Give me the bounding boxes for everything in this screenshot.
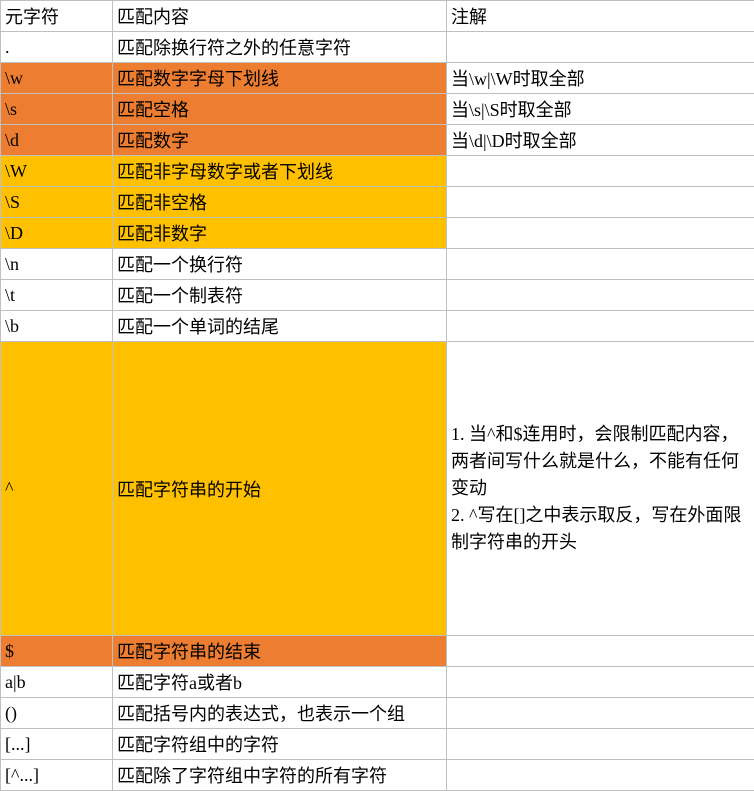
note-cell [447,32,754,63]
note-cell [447,667,754,698]
table-row: \W匹配非字母数字或者下划线 [1,156,754,187]
table-row: ()匹配括号内的表达式，也表示一个组 [1,698,754,729]
table-row: \s匹配空格当\s|\S时取全部 [1,94,754,125]
metachar-cell: a|b [1,667,113,698]
table-body: 元字符匹配内容注解.匹配除换行符之外的任意字符\w匹配数字字母下划线当\w|\W… [1,1,754,791]
metachar-cell: \b [1,311,113,342]
table-row: \w匹配数字字母下划线当\w|\W时取全部 [1,63,754,94]
table-row: .匹配除换行符之外的任意字符 [1,32,754,63]
description-cell: 匹配字符组中的字符 [113,729,447,760]
metachar-cell: [...] [1,729,113,760]
description-cell: 匹配一个单词的结尾 [113,311,447,342]
description-cell: 匹配除换行符之外的任意字符 [113,32,447,63]
description-cell: 匹配一个换行符 [113,249,447,280]
metachar-cell: () [1,698,113,729]
metachar-cell: \S [1,187,113,218]
column-header: 注解 [447,1,754,32]
note-cell: 当\w|\W时取全部 [447,63,754,94]
description-cell: 匹配除了字符组中字符的所有字符 [113,760,447,791]
description-cell: 匹配字符a或者b [113,667,447,698]
column-header: 元字符 [1,1,113,32]
note-cell: 当\s|\S时取全部 [447,94,754,125]
description-cell: 匹配空格 [113,94,447,125]
description-cell: 匹配字符串的开始 [113,342,447,636]
regex-reference-table: 元字符匹配内容注解.匹配除换行符之外的任意字符\w匹配数字字母下划线当\w|\W… [0,0,754,791]
description-cell: 匹配括号内的表达式，也表示一个组 [113,698,447,729]
table-row: \D匹配非数字 [1,218,754,249]
description-cell: 匹配字符串的结束 [113,636,447,667]
metachar-cell: \n [1,249,113,280]
metachar-cell: \w [1,63,113,94]
description-cell: 匹配非空格 [113,187,447,218]
description-cell: 匹配数字字母下划线 [113,63,447,94]
note-cell [447,311,754,342]
table-row: $匹配字符串的结束 [1,636,754,667]
metachar-cell: \D [1,218,113,249]
note-cell [447,636,754,667]
note-cell [447,218,754,249]
metachar-cell: $ [1,636,113,667]
note-cell [447,156,754,187]
metachar-cell: \d [1,125,113,156]
table-row: ^匹配字符串的开始1. 当^和$连用时，会限制匹配内容，两者间写什么就是什么，不… [1,342,754,636]
description-cell: 匹配数字 [113,125,447,156]
description-cell: 匹配非字母数字或者下划线 [113,156,447,187]
table-row: a|b匹配字符a或者b [1,667,754,698]
metachar-cell: \t [1,280,113,311]
table-row: \S匹配非空格 [1,187,754,218]
description-cell: 匹配一个制表符 [113,280,447,311]
metachar-cell: [^...] [1,760,113,791]
table-row: [^...]匹配除了字符组中字符的所有字符 [1,760,754,791]
table-header-row: 元字符匹配内容注解 [1,1,754,32]
table-row: \b匹配一个单词的结尾 [1,311,754,342]
metachar-cell: \W [1,156,113,187]
column-header: 匹配内容 [113,1,447,32]
note-cell [447,280,754,311]
note-cell [447,760,754,791]
table-row: [...]匹配字符组中的字符 [1,729,754,760]
note-cell [447,698,754,729]
metachar-cell: . [1,32,113,63]
table-row: \t匹配一个制表符 [1,280,754,311]
metachar-cell: ^ [1,342,113,636]
note-cell [447,187,754,218]
table-row: \d匹配数字当\d|\D时取全部 [1,125,754,156]
note-cell [447,249,754,280]
description-cell: 匹配非数字 [113,218,447,249]
note-cell: 1. 当^和$连用时，会限制匹配内容，两者间写什么就是什么，不能有任何变动2. … [447,342,754,636]
table-row: \n匹配一个换行符 [1,249,754,280]
note-cell [447,729,754,760]
metachar-cell: \s [1,94,113,125]
note-cell: 当\d|\D时取全部 [447,125,754,156]
